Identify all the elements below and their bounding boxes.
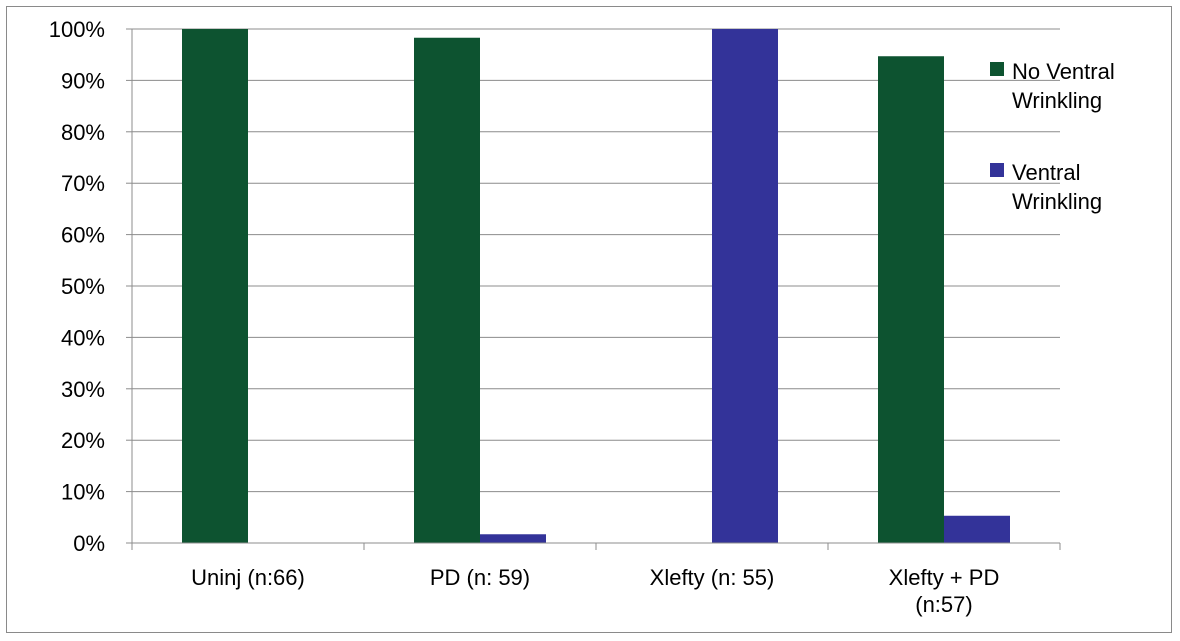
axes [126,28,1061,550]
y-axis-tick-label: 20% [61,428,105,453]
y-axis-tick-label: 70% [61,171,105,196]
bars [182,29,1010,543]
y-axis-tick-label: 50% [61,274,105,299]
bar-ventral-wrinkling [480,534,546,543]
bar-no-ventral-wrinkling [414,37,480,543]
x-axis-tick-label: PD (n: 59) [430,565,530,590]
y-axis-tick-label: 60% [61,223,105,248]
bar-no-ventral-wrinkling [878,56,944,543]
legend-swatch [990,163,1004,177]
y-axis-tick-label: 30% [61,377,105,402]
y-axis-tick-label: 10% [61,480,105,505]
legend: No Ventral Wrinkling Ventral Wrinkling [990,59,1115,214]
x-axis-tick-label: Xlefty + PD (n:57) [889,565,1000,617]
legend-label: No Ventral Wrinkling [1012,59,1115,113]
bar-ventral-wrinkling [944,515,1010,543]
bar-ventral-wrinkling [712,29,778,543]
y-axis-tick-label: 90% [61,68,105,93]
y-axis-tick-label: 0% [73,531,105,556]
legend-swatch [990,62,1004,76]
x-axis-tick-labels: Uninj (n:66) PD (n: 59) Xlefty (n: 55) Xlef… [191,565,999,617]
legend-label: Ventral Wrinkling [1012,160,1102,214]
y-axis-tick-labels: 0% 10% 20% 30% 40% 50% 60% 70% 80% 90% 100% [49,17,105,556]
x-axis-tick-label: Uninj (n:66) [191,565,305,590]
bar-no-ventral-wrinkling [182,29,248,543]
y-axis-tick-label: 40% [61,325,105,350]
y-axis-tick-label: 100% [49,17,105,42]
x-axis-tick-label: Xlefty (n: 55) [650,565,775,590]
y-axis-tick-label: 80% [61,120,105,145]
